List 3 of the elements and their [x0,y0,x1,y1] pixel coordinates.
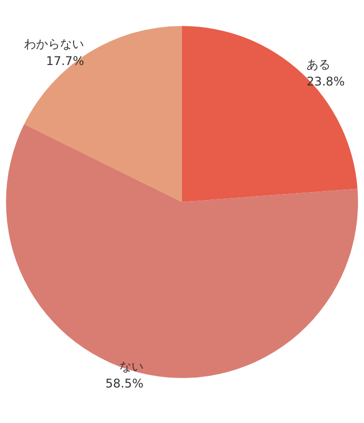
data-label: 58.5% [105,376,144,390]
slice-label: ある [306,57,331,72]
slice-label: わからない [24,37,84,52]
